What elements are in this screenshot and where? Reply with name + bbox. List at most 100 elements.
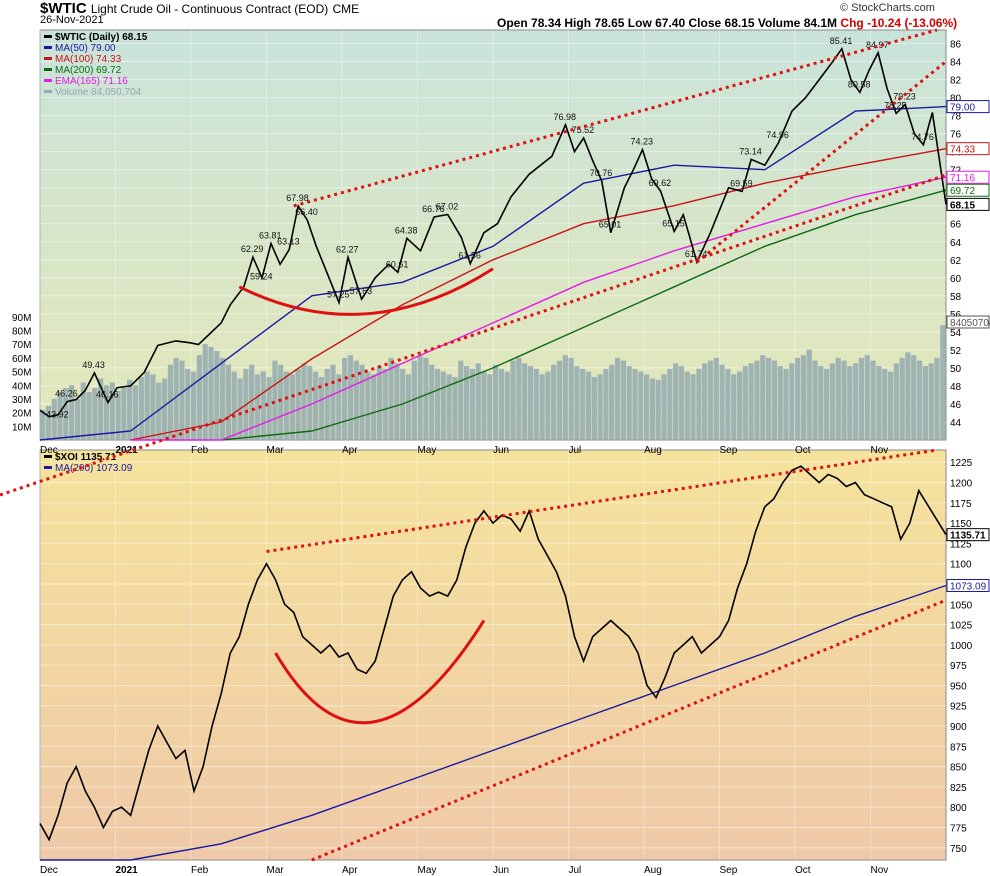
volume-bar [487, 374, 493, 440]
bottom-panel-bg [39, 449, 947, 861]
volume-bar [597, 374, 603, 440]
volume-bar [446, 374, 452, 440]
xoi-y-tick-label: 950 [950, 681, 967, 692]
wtic-y-tick-label: 54 [950, 328, 962, 339]
volume-bar [220, 357, 226, 440]
wtic-x-tick-label: Apr [342, 445, 358, 456]
close-value: 68.15 [724, 16, 755, 30]
chart-title: $WTIC Light Crude Oil - Continuous Contr… [40, 0, 359, 17]
xoi-x-tick-label: May [418, 865, 437, 876]
price-annotation: 61.56 [458, 251, 481, 261]
volume-bar [638, 371, 644, 440]
xoi-y-tick-label: 875 [950, 742, 967, 753]
volume-bar [307, 366, 313, 440]
volume-bar [127, 379, 133, 440]
xoi-lower-trendline [311, 598, 947, 862]
volume-bar [295, 368, 301, 440]
wtic-y-tick-label: 62 [950, 256, 962, 267]
price-annotation: 65.01 [599, 220, 622, 230]
wtic-price-line [39, 46, 947, 418]
low-value: 67.40 [655, 16, 686, 30]
price-annotation: 74.23 [630, 137, 653, 147]
volume-tick-label: 20M [12, 409, 31, 420]
volume-bar [353, 360, 359, 440]
volume-bar [713, 357, 719, 440]
price-annotation: 76.98 [553, 112, 576, 122]
wtic-y-tick-label: 78 [950, 112, 962, 123]
volume-bar [179, 360, 185, 440]
xoi-legend-entry: $XOI 1135.71 [55, 452, 117, 463]
wtic-y-tick-label: 86 [950, 40, 962, 51]
volume-bar [614, 357, 621, 440]
xoi-x-tick-label: Feb [191, 865, 209, 876]
volume-bar [411, 360, 417, 440]
xoi-legend-entry: MA(200) 1073.09 [55, 463, 133, 474]
volume-bar [760, 355, 766, 440]
wtic-y-tick-label: 66 [950, 220, 962, 231]
wtic-y-tick-label: 50 [950, 364, 962, 375]
volume-bar [376, 366, 383, 440]
volume-bar [98, 378, 104, 440]
volume-bar [109, 382, 115, 440]
volume-bar [522, 363, 528, 440]
volume-bar [51, 398, 57, 440]
volume-bar [45, 405, 52, 440]
wtic-last-value-text: 84050704 [950, 318, 990, 329]
wtic-ma200-line [221, 189, 947, 441]
close-label: Close [688, 16, 722, 30]
volume-bar [858, 357, 865, 440]
xoi-y-tick-label: 1050 [950, 600, 973, 611]
wtic-y-tick-label: 82 [950, 76, 962, 87]
price-annotation: 75.52 [572, 125, 595, 135]
price-annotation: 74.76 [911, 132, 934, 142]
volume-bar [725, 368, 731, 440]
volume-bar [742, 366, 748, 440]
volume-bar [916, 360, 923, 440]
xoi-y-tick-label: 825 [950, 783, 967, 794]
volume-tick-label: 30M [12, 395, 31, 406]
volume-bar [533, 368, 539, 440]
volume-bar [818, 366, 824, 440]
volume-bar [388, 357, 394, 440]
volume-bar [336, 374, 342, 440]
volume-bar [40, 409, 46, 440]
volume-bar [870, 360, 876, 440]
wtic-legend-entry: MA(50) 79.00 [55, 43, 116, 54]
volume-bar [626, 366, 632, 440]
volume-bar [272, 360, 278, 440]
volume-bar [458, 360, 464, 440]
volume-bar [80, 382, 86, 440]
volume-bar [260, 371, 266, 440]
volume-bar [121, 388, 127, 440]
wtic-legend-swatch [44, 57, 52, 60]
wtic-y-tick-label: 56 [950, 310, 962, 321]
xoi-last-value-tag [946, 528, 990, 542]
volume-bar [609, 364, 615, 440]
volume-bar [475, 363, 481, 440]
volume-bar [562, 355, 568, 440]
high-value: 78.65 [594, 16, 625, 30]
volume-bar [347, 355, 354, 440]
wtic-lower-trendline [0, 173, 947, 497]
xoi-x-tick-label: Oct [795, 865, 811, 876]
wtic-y-tick-label: 60 [950, 274, 962, 285]
price-annotation: 62.27 [336, 244, 359, 254]
volume-bar [394, 363, 400, 440]
volume-label: Volume [757, 16, 801, 30]
volume-bar [69, 385, 75, 440]
price-annotation: 43.92 [46, 410, 69, 420]
wtic-y-tick-label: 64 [950, 238, 962, 249]
open-value: 78.34 [531, 16, 562, 30]
xoi-price-line [39, 465, 947, 842]
volume-bar [382, 368, 388, 440]
volume-bar [661, 374, 667, 440]
wtic-legend-swatch [44, 35, 52, 38]
volume-bar [63, 388, 69, 440]
brand-watermark: © StockCharts.com [840, 2, 935, 14]
volume-bar [899, 357, 905, 440]
volume-bar [585, 371, 592, 440]
volume-bar [847, 366, 853, 440]
volume-bar [173, 357, 179, 440]
symbol-text: $WTIC [40, 0, 87, 17]
volume-bar [74, 398, 81, 440]
